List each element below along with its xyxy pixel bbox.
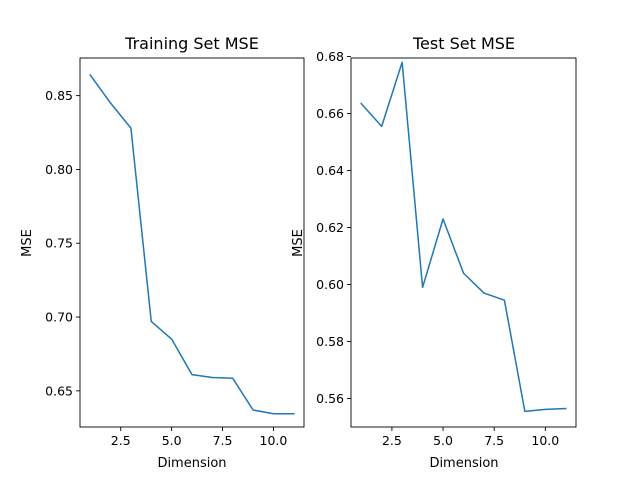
test-x-tick-label: 10.0 [531,433,559,448]
test-y-tick-label: 0.64 [316,163,344,178]
training-y-tick-label: 0.80 [45,162,73,177]
training-y-tick-label: 0.75 [45,236,73,251]
training-chart-title: Training Set MSE [124,34,259,53]
test-x-tick-label: 7.5 [484,433,504,448]
training-y-tick-label: 0.70 [45,310,73,325]
test-x-axis-label: Dimension [429,456,498,471]
training-plot-frame [79,57,305,428]
training-ticks: 2.5 5.0 7.5 10.0 0.65 0.70 0.75 0.80 0.85 [45,88,287,448]
training-x-tick-label: 5.0 [162,433,182,448]
test-plot-frame [350,57,577,428]
test-y-axis-label: MSE [291,229,306,257]
test-mse-chart: Test Set MSE Dimension MSE 2.5 5.0 7.5 10.0… [291,34,577,471]
test-x-tick-label: 2.5 [382,433,402,448]
test-y-tick-label: 0.62 [316,220,344,235]
training-y-tick-label: 0.85 [45,88,73,103]
test-mse-series-line [360,61,567,413]
test-y-tick-label: 0.56 [316,391,344,406]
test-y-tick-label: 0.68 [316,49,344,64]
test-y-tick-label: 0.66 [316,106,344,121]
test-x-tick-label: 5.0 [433,433,453,448]
training-x-tick-label: 2.5 [111,433,131,448]
training-x-tick-label: 10.0 [260,433,288,448]
training-x-tick-label: 7.5 [213,433,233,448]
training-mse-chart: Training Set MSE Dimension MSE 2.5 5.0 7.5… [20,34,305,471]
test-y-tick-label: 0.60 [316,277,344,292]
training-y-tick-label: 0.65 [45,383,73,398]
training-x-axis-label: Dimension [157,456,226,471]
training-mse-series-line [89,73,295,415]
test-chart-title: Test Set MSE [412,34,515,53]
test-y-tick-label: 0.58 [316,334,344,349]
training-y-axis-label: MSE [20,229,35,257]
test-ticks: 2.5 5.0 7.5 10.0 0.56 0.58 0.60 0.62 0.64 0.66 0.6… [316,49,559,448]
